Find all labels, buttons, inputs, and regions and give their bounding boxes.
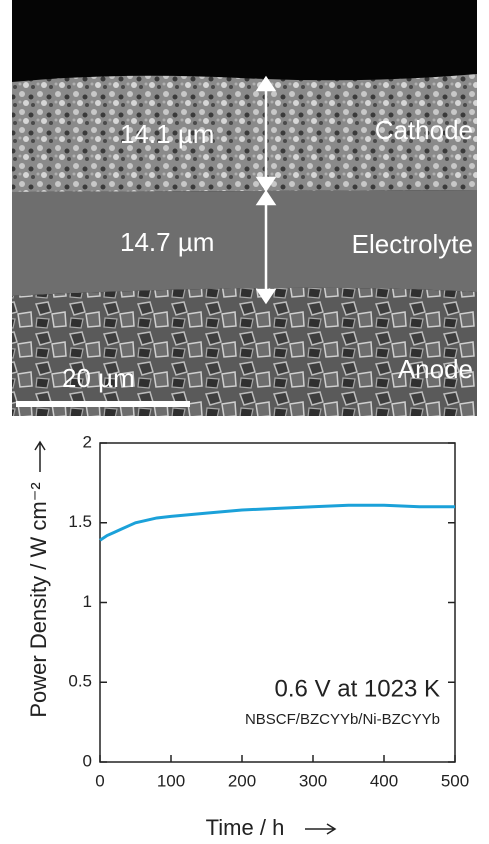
y-tick-label: 0.5 bbox=[68, 672, 92, 691]
page: 14.1 µm Cathode 14.7 µm Electrolyte Anod… bbox=[0, 0, 489, 839]
x-tick-label: 0 bbox=[95, 771, 104, 790]
y-axis-label: Power Density / W cm⁻² bbox=[26, 482, 51, 717]
cathode-label: Cathode bbox=[375, 115, 473, 145]
anode-layer bbox=[12, 288, 477, 416]
y-arrow bbox=[35, 442, 45, 472]
x-tick-label: 100 bbox=[157, 771, 185, 790]
annotation: NBSCF/BZCYYb/Ni-BZCYYb bbox=[245, 711, 440, 728]
micrograph: 14.1 µm Cathode 14.7 µm Electrolyte Anod… bbox=[12, 0, 477, 416]
x-axis-label: Time / h bbox=[206, 815, 285, 839]
electrolyte-thickness: 14.7 µm bbox=[120, 227, 214, 257]
x-arrow bbox=[305, 824, 335, 834]
figure: 14.1 µm Cathode 14.7 µm Electrolyte Anod… bbox=[0, 0, 489, 839]
x-tick-label: 400 bbox=[370, 771, 398, 790]
annotation: 0.6 V at 1023 K bbox=[275, 675, 440, 702]
electrolyte-label: Electrolyte bbox=[352, 229, 473, 259]
y-tick-label: 2 bbox=[83, 432, 92, 451]
y-tick-label: 1.5 bbox=[68, 512, 92, 531]
y-tick-label: 0 bbox=[83, 751, 92, 770]
scale-bar-label: 20 µm bbox=[62, 363, 135, 393]
x-tick-label: 500 bbox=[441, 771, 469, 790]
cathode-thickness: 14.1 µm bbox=[120, 119, 214, 149]
data-line bbox=[100, 505, 455, 540]
x-tick-label: 300 bbox=[299, 771, 327, 790]
y-tick-label: 1 bbox=[83, 592, 92, 611]
x-tick-label: 200 bbox=[228, 771, 256, 790]
anode-label: Anode bbox=[398, 354, 473, 384]
